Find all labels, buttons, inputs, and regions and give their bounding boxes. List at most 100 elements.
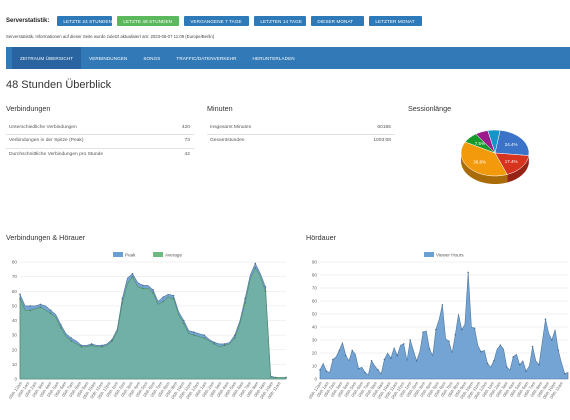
data-point xyxy=(131,275,134,278)
connections-chart-title: Verbindungen & Hörauer xyxy=(6,233,86,242)
y-tick-label: 40 xyxy=(312,325,318,330)
data-point xyxy=(344,354,347,357)
data-point xyxy=(29,305,32,307)
data-point xyxy=(454,334,457,336)
pie-slice-label: 17.4% xyxy=(505,159,518,164)
stat-value: 42 xyxy=(184,151,190,157)
sessionlaenge-title: Sessionlänge xyxy=(408,104,452,113)
data-point xyxy=(332,358,334,361)
data-point xyxy=(506,366,508,369)
data-point xyxy=(193,331,195,333)
data-point xyxy=(141,284,144,287)
tab-songs[interactable]: SONGS xyxy=(143,55,161,61)
data-point xyxy=(101,344,103,347)
range-7d-button[interactable]: VERGANGENE 7 TAGE xyxy=(184,16,250,26)
data-point xyxy=(460,328,463,331)
y-tick-label: 30 xyxy=(312,338,318,343)
pie-slice-side xyxy=(507,155,529,183)
series-area xyxy=(19,267,287,380)
data-point xyxy=(90,344,93,347)
data-point xyxy=(223,343,226,345)
verbindungen-table: Unterschiedliche Verbindungen 420 Verbin… xyxy=(6,122,194,161)
y-tick-label: 20 xyxy=(312,351,318,356)
y-tick-label: 50 xyxy=(312,312,318,317)
data-point xyxy=(60,324,62,326)
stat-value: 420 xyxy=(181,125,190,130)
data-point xyxy=(121,302,124,304)
data-point xyxy=(80,346,83,348)
data-point xyxy=(319,369,321,371)
minuten-table: Insgesamt Minuten 60185 Gesamtstunden 10… xyxy=(207,122,395,148)
stat-label: Unterschiedliche Verbindungen xyxy=(9,125,77,130)
data-point xyxy=(518,363,521,366)
data-point xyxy=(383,358,386,361)
table-row: Insgesamt Minuten 60185 xyxy=(207,122,395,134)
data-point xyxy=(131,272,134,275)
pie-slice-label: 7.5% xyxy=(475,141,485,146)
data-point xyxy=(415,360,418,362)
data-point xyxy=(428,348,431,350)
tab-traffic[interactable]: TRAFFIC/DATENVERKEHR xyxy=(176,55,237,61)
data-point xyxy=(182,319,185,322)
data-point xyxy=(285,376,287,379)
range-48h-button[interactable]: LETZTE 48 STUNDEN xyxy=(117,16,180,26)
y-tick-label: 70 xyxy=(12,274,18,279)
stat-label: Durchschnittliche Verbindungen pro Stund… xyxy=(9,151,104,157)
data-point xyxy=(441,304,444,306)
tab-zeitraum-uebersicht[interactable]: ZEITRAUM ÜBERSICHT xyxy=(12,47,82,69)
data-point xyxy=(234,337,236,339)
stat-label: Insgesamt Minuten xyxy=(210,125,252,130)
table-row: Unterschiedliche Verbindungen 420 xyxy=(6,122,194,134)
data-point xyxy=(70,340,72,342)
legend-label: Viewer Hours xyxy=(436,253,464,258)
data-point xyxy=(264,286,267,288)
session-pie-chart: 24.4% 17.4% 38.8% 7.5% xyxy=(460,129,530,184)
data-point xyxy=(172,294,175,297)
pie-slice-label: 24.4% xyxy=(505,142,518,147)
data-point xyxy=(402,343,405,345)
data-point xyxy=(39,303,42,306)
data-point xyxy=(512,356,515,358)
data-point xyxy=(377,369,379,371)
data-point xyxy=(525,370,527,372)
data-point xyxy=(19,297,21,300)
data-point xyxy=(244,297,246,300)
pie-slice xyxy=(494,129,530,156)
page-title: 48 Stunden Überblick xyxy=(6,79,112,91)
data-point xyxy=(172,297,175,300)
data-point xyxy=(538,363,540,366)
data-point xyxy=(544,318,547,320)
legend-label: Peak xyxy=(125,253,136,258)
data-point xyxy=(409,339,411,341)
data-point xyxy=(563,373,566,375)
data-point xyxy=(193,334,195,336)
stat-label: Gesamtstunden xyxy=(210,138,245,144)
data-point xyxy=(338,349,341,352)
range-14d-button[interactable]: LETZTEN 14 TAGE xyxy=(254,16,307,26)
range-last-month-button[interactable]: LETZTER MONAT xyxy=(369,16,423,26)
y-tick-label: 10 xyxy=(12,362,18,367)
data-point xyxy=(448,340,450,343)
tab-verbindungen[interactable]: VERBINDUNGEN xyxy=(89,55,128,61)
data-point xyxy=(234,334,236,336)
range-this-month-button[interactable]: DIESER MONAT xyxy=(311,16,365,26)
range-24h-button[interactable]: LETZTE 24 STUNDEN xyxy=(57,16,113,26)
data-point xyxy=(422,331,424,333)
table-row: Durchschnittliche Verbindungen pro Stund… xyxy=(6,147,194,161)
data-point xyxy=(370,360,373,362)
data-point xyxy=(162,300,165,303)
data-point xyxy=(480,350,482,353)
data-point xyxy=(49,309,52,312)
data-point xyxy=(60,327,62,329)
y-tick-label: 40 xyxy=(12,318,18,323)
data-point xyxy=(557,349,560,352)
data-point xyxy=(152,288,154,291)
data-point xyxy=(182,322,185,325)
y-tick-label: 60 xyxy=(12,289,18,294)
data-point xyxy=(203,334,205,336)
tab-herunterladen[interactable]: HERUNTERLADEN xyxy=(252,55,295,61)
data-point xyxy=(244,302,246,304)
data-point xyxy=(264,290,267,293)
pie-slice xyxy=(460,141,508,177)
minuten-title: Minuten xyxy=(207,104,233,113)
